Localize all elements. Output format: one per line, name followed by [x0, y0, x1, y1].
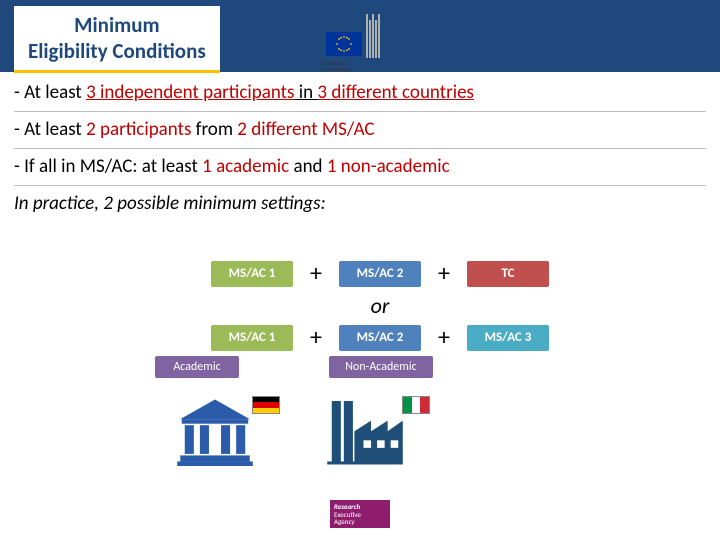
flag-de-icon — [252, 396, 280, 414]
setting-row-2: MS/AC 1 + MS/AC 2 + MS/AC 3 — [80, 323, 680, 352]
pill-msac2-r2: MS/AC 2 — [339, 325, 421, 351]
plus-icon: + — [435, 259, 453, 288]
icons-row — [0, 398, 720, 471]
ec-label-2: Commission — [322, 65, 352, 73]
ec-label: European Commission — [322, 60, 352, 72]
b1-red1: 3 independent participants — [86, 81, 294, 104]
bullet-3: - If all in MS/AC: at least 1 academic a… — [14, 149, 706, 186]
title-box: Minimum Eligibility Conditions — [14, 6, 220, 73]
label-non-academic: Non-Academic — [329, 356, 433, 378]
pill-msac1-r1: MS/AC 1 — [211, 261, 293, 287]
b3-prefix: - If all in MS/AC: at least — [14, 155, 202, 178]
bullet-2: - At least 2 participants from 2 differe… — [14, 112, 706, 149]
bank-icon — [176, 398, 254, 466]
title-line2: Eligibility Conditions — [28, 38, 206, 64]
ec-bars-icon — [366, 14, 382, 58]
pill-msac1-r2: MS/AC 1 — [211, 325, 293, 351]
b2-red1: 2 participants — [86, 118, 191, 141]
b3-red1: 1 academic — [202, 155, 289, 178]
setting-row-1: MS/AC 1 + MS/AC 2 + TC — [80, 259, 680, 288]
ec-logo: European Commission — [314, 10, 384, 78]
factory-icon — [326, 398, 404, 466]
plus-icon: + — [435, 323, 453, 352]
b2-prefix: - At least — [14, 118, 86, 141]
settings-block: MS/AC 1 + MS/AC 2 + TC or MS/AC 1 + MS/A… — [0, 255, 720, 382]
pill-tc: TC — [467, 261, 549, 287]
pill-msac2-r1: MS/AC 2 — [339, 261, 421, 287]
non-academic-icon-block — [326, 398, 426, 471]
plus-icon: + — [307, 259, 325, 288]
b3-mid: and — [289, 155, 327, 178]
bullet-4: In practice, 2 possible minimum settings… — [14, 186, 706, 222]
b1-mid: in — [294, 81, 317, 104]
or-label: or — [80, 292, 680, 319]
eu-flag-icon — [326, 32, 362, 56]
rea-line3: Agency — [334, 518, 386, 526]
label-academic: Academic — [155, 356, 239, 378]
pill-msac3: MS/AC 3 — [467, 325, 549, 351]
b2-red2: 2 different MS/AC — [237, 118, 374, 141]
plus-icon: + — [307, 323, 325, 352]
b3-red2: 1 non-academic — [327, 155, 450, 178]
flag-it-icon — [402, 396, 430, 414]
title-line1: Minimum — [28, 12, 206, 38]
academic-icon-block — [176, 398, 276, 471]
b1-prefix: - At least — [14, 81, 86, 104]
content-area: - At least 3 independent participants in… — [14, 75, 706, 222]
bullet-1: - At least 3 independent participants in… — [14, 75, 706, 112]
b1-red2: 3 different countries — [317, 81, 474, 104]
b2-mid: from — [191, 118, 237, 141]
rea-badge: Research Executive Agency — [330, 500, 390, 528]
labels-row: Academic Non-Academic — [80, 356, 680, 378]
